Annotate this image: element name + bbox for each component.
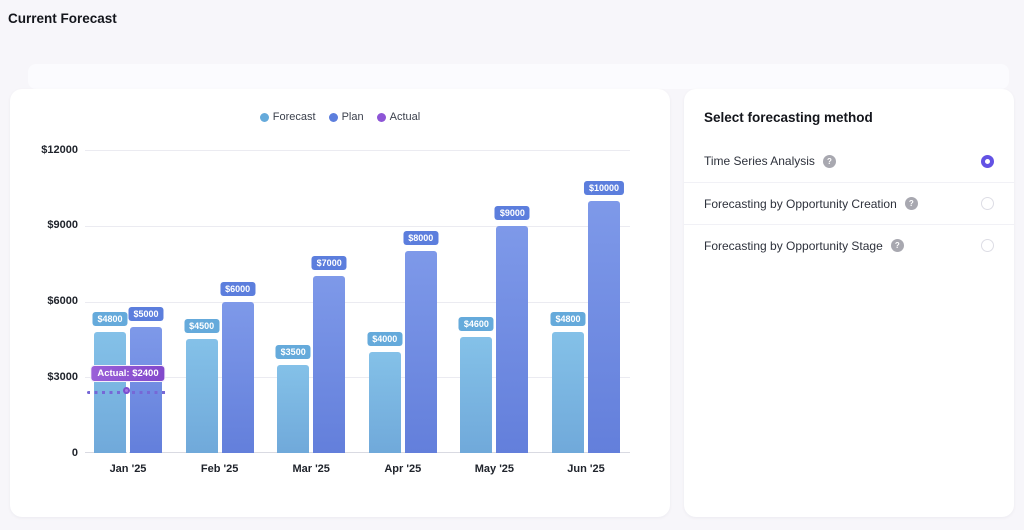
plan-value-label: $7000: [311, 256, 347, 271]
method-panel-heading: Select forecasting method: [704, 110, 873, 125]
legend-item[interactable]: Plan: [328, 111, 364, 123]
y-axis: $12000 $9000 $6000 $3000 0: [10, 144, 78, 459]
method-option[interactable]: Forecasting by Opportunity Stage?: [684, 224, 1014, 266]
plan-bar[interactable]: [496, 225, 529, 453]
gridline: [85, 301, 630, 303]
forecast-bar[interactable]: [460, 336, 493, 453]
method-option-label: Time Series Analysis: [704, 154, 815, 168]
radio-button[interactable]: [981, 197, 994, 210]
help-icon[interactable]: ?: [890, 239, 904, 252]
plan-bar[interactable]: [221, 301, 254, 453]
forecast-bar[interactable]: [552, 331, 584, 453]
legend-item[interactable]: Actual: [376, 111, 421, 123]
x-axis-tick-label: May '25: [474, 463, 515, 475]
y-axis-tick-label: $9000: [47, 219, 78, 232]
header-band: [28, 64, 1009, 89]
method-option-label: Forecasting by Opportunity Creation: [704, 196, 897, 211]
legend-dot-icon: [376, 112, 386, 122]
legend-label: Plan: [341, 111, 364, 123]
page-title: Current Forecast: [8, 11, 117, 26]
method-option[interactable]: Time Series Analysis?: [684, 140, 1014, 182]
gridline: [85, 225, 630, 227]
forecast-bar[interactable]: [277, 364, 310, 453]
plan-bar[interactable]: [588, 200, 620, 453]
forecast-value-label: $3500: [275, 344, 311, 359]
y-axis-tick-label: $3000: [47, 370, 78, 383]
legend-dot-icon: [328, 112, 338, 122]
plan-bar[interactable]: [313, 276, 346, 453]
plot-area[interactable]: $4800 $5000 Jan '25 $4500 $6000 Feb '25 $3500 $…: [85, 150, 630, 475]
legend-label: Actual: [389, 111, 421, 123]
y-axis-tick-label: $6000: [47, 295, 78, 307]
y-axis-tick-label: $12000: [41, 143, 78, 156]
radio-button[interactable]: [981, 239, 994, 252]
x-axis-tick-label: Apr '25: [384, 463, 422, 475]
help-icon[interactable]: ?: [822, 154, 836, 168]
forecast-value-label: $4000: [367, 332, 403, 346]
x-axis-tick-label: Jan '25: [109, 463, 147, 475]
plan-value-label: $5000: [128, 306, 164, 321]
plan-value-label: $9000: [494, 205, 530, 220]
plan-value-label: $8000: [403, 231, 439, 245]
method-option-label: Forecasting by Opportunity Stage: [704, 238, 883, 253]
forecast-value-label: $4800: [92, 311, 128, 326]
forecast-value-label: $4800: [550, 311, 586, 326]
plan-bar[interactable]: [404, 251, 437, 453]
actual-data-point[interactable]: [122, 386, 130, 394]
legend-item[interactable]: Forecast: [259, 111, 316, 123]
y-axis-tick-label: 0: [71, 446, 78, 459]
forecast-value-label: $4600: [458, 316, 494, 331]
actual-tooltip: Actual: $2400: [90, 364, 166, 382]
forecasting-method-panel: Select forecasting method Time Series An…: [684, 89, 1014, 517]
x-axis-tick-label: Mar '25: [292, 463, 330, 475]
gridline: [85, 377, 630, 379]
legend-label: Forecast: [272, 111, 316, 123]
method-option[interactable]: Forecasting by Opportunity Creation?: [684, 182, 1014, 224]
gridline: [85, 150, 630, 151]
x-axis-tick-label: Feb '25: [200, 463, 239, 475]
plan-value-label: $6000: [220, 281, 256, 296]
plan-value-label: $10000: [583, 180, 625, 195]
method-options-list: Time Series Analysis? Forecasting by Oppo…: [684, 140, 1014, 266]
x-axis-line: [85, 452, 630, 453]
forecast-chart-card: Forecast Plan Actual $12000 $9000 $6000 $3000…: [10, 89, 670, 517]
plan-bar[interactable]: [130, 326, 162, 453]
forecast-value-label: $4500: [184, 319, 220, 334]
chart-legend: Forecast Plan Actual: [10, 111, 670, 123]
legend-dot-icon: [259, 112, 269, 122]
forecast-bar[interactable]: [368, 352, 401, 453]
forecast-bar[interactable]: [185, 339, 218, 453]
x-axis-tick-label: Jun '25: [567, 463, 605, 475]
help-icon[interactable]: ?: [904, 197, 918, 210]
radio-button[interactable]: [981, 154, 994, 168]
